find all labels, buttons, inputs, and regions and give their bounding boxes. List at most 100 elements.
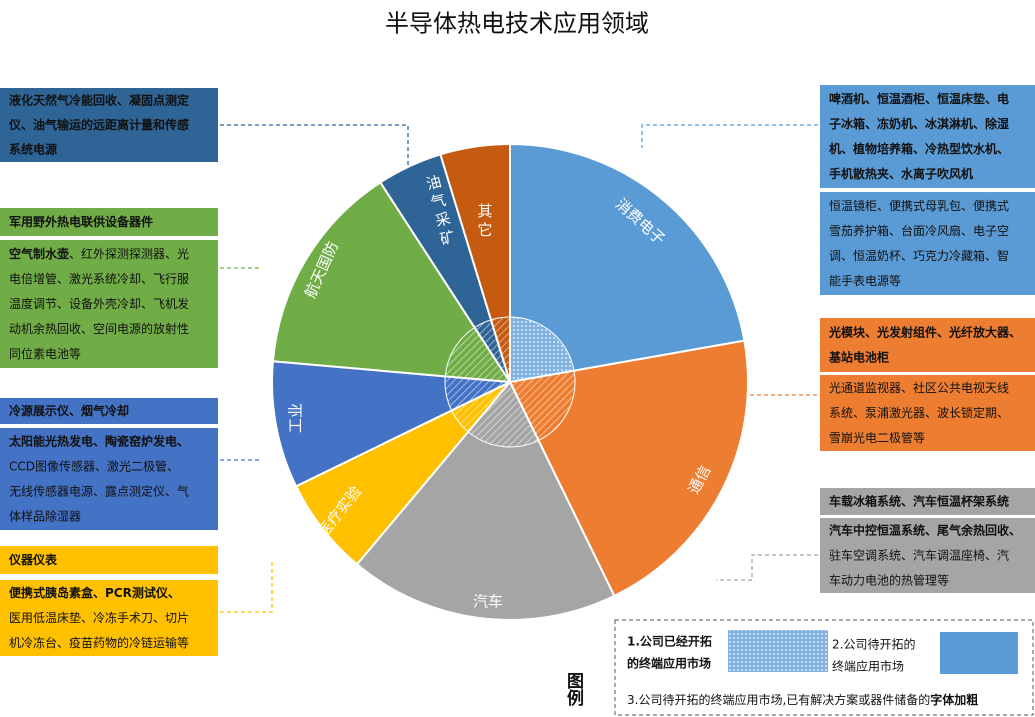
text: 雪茄养护箱、台面冷风扇、电子空 [829,223,1009,238]
box-line: 系统电源 [9,141,57,156]
text-box [0,398,218,424]
bold-text: 仪器仪表 [8,552,58,567]
box-line: 仪器仪表 [8,552,58,567]
box-line: 手机散热夹、水离子吹风机 [829,166,973,181]
legend-swatch [940,632,1018,674]
box-line: 雪茄养护箱、台面冷风扇、电子空 [829,223,1009,238]
box-line: 汽车中控恒温系统、尾气余热回收、 [829,522,1021,537]
legend-text: 字体加粗 [930,692,978,707]
text-box [0,428,218,530]
text: 光通道监视器、社区公共电视天线 [829,380,1009,395]
box-line: 温度调节、设备外壳冷却、飞机发 [9,296,189,311]
segment-label: 工业 [287,403,305,433]
box-line: 便携式胰岛素盒、PCR测试仪、 [9,585,180,600]
text-box [820,488,1035,515]
bold-text: 液化天然气冷能回收、凝固点测定 [9,92,189,107]
segment-core [467,381,540,448]
bold-text: 仪、油气输运的远距离计量和传感 [8,117,189,132]
text: 驻车空调系统、汽车调温座椅、汽 [829,547,1009,562]
box-line: 同位素电池等 [9,346,81,361]
text: 调、恒温奶杯、巧克力冷藏箱、智 [829,248,1009,263]
box-line: 液化天然气冷能回收、凝固点测定 [9,92,189,107]
legend-text: 3.公司待开拓的终端应用市场,已有解决方案或器件储备的字体加粗 [627,692,978,707]
box-line: 机、植物培养箱、冷热型饮水机、 [829,141,1009,156]
box-line: 恒温镜柜、便携式母乳包、便携式 [829,198,1009,213]
connectors [220,124,818,613]
text-box [0,208,218,236]
connector [641,124,818,148]
text-box [820,318,1035,372]
bold-text: 汽车中控恒温系统、尾气余热回收、 [829,522,1021,537]
text: 医用低温床垫、冷冻手术刀、切片 [9,610,189,625]
text-box [0,546,218,574]
text-box [0,88,218,162]
bold-text: 基站电池柜 [828,349,889,364]
box-line: 光通道监视器、社区公共电视天线 [829,380,1009,395]
segment-label: 汽车 [473,593,503,611]
box-line: 体样品除湿器 [9,508,81,523]
box-line: 车动力电池的热管理等 [829,572,949,587]
box-line: 太阳能光热发电、陶瓷窑炉发电、 [9,433,189,448]
box-line: 医用低温床垫、冷冻手术刀、切片 [9,610,189,625]
legend-text: 2.公司待开拓的 [832,637,915,652]
box-line: 仪、油气输运的远距离计量和传感 [8,117,189,132]
connector [220,560,273,613]
box-line: 军用野外热电联供设备器件 [9,214,153,229]
bold-text: 便携式胰岛素盒、PCR测试仪、 [9,585,180,600]
text: 能手表电源等 [829,274,901,288]
text-box [820,192,1035,295]
text: 、红外探测探测器、光 [69,246,189,261]
box-line: 电倍增管、激光系统冷却、飞行服 [9,271,189,286]
text: 系统、泵浦激光器、波长锁定期、 [829,405,1009,420]
segment [271,181,512,384]
bold-text: 车载冰箱系统、汽车恒温杯架系统 [829,493,1009,508]
box-line: 空气制水壶、红外探测探测器、光 [9,246,189,261]
box-line: 无线传感器电源、露点测定仪、气 [9,483,189,498]
box-line: 啤酒机、恒温酒柜、恒温床垫、电 [829,91,1009,106]
boxes: 液化天然气冷能回收、凝固点测定仪、油气输运的远距离计量和传感系统电源军用野外热电… [0,85,1035,656]
segment-core [490,316,511,383]
box-line: 能手表电源等 [829,274,901,288]
box-line: 调、恒温奶杯、巧克力冷藏箱、智 [829,248,1009,263]
legend-title: 图例 [563,672,584,706]
connector [220,124,409,165]
box-line: 机冷冻台、疫苗药物的冷链运输等 [9,635,189,650]
text: 无线传感器电源、露点测定仪、气 [9,483,189,498]
bold-text: 啤酒机、恒温酒柜、恒温床垫、电 [829,91,1009,106]
box-line: 子冰箱、冻奶机、冰淇淋机、除湿 [829,116,1009,131]
box-line: CCD图像传感器、激光二极管、 [9,458,179,473]
bold-text: 机、植物培养箱、冷热型饮水机、 [829,141,1009,156]
bold-text: 军用野外热电联供设备器件 [9,214,153,229]
text: 机冷冻台、疫苗药物的冷链运输等 [9,635,189,650]
box-line: 动机余热回收、空间电源的放射性 [9,321,189,336]
segment-label: 其它 [476,203,494,241]
title: 半导体热电技术应用领域 [385,11,649,38]
connector [716,554,818,581]
text-box [820,518,1035,593]
text: 雪崩光电二极管等 [829,430,925,445]
legend-frame [614,619,1034,716]
box-line: 基站电池柜 [828,349,889,364]
bold-text: 空气制水壶 [9,246,69,261]
legend-text: 3.公司待开拓的终端应用市场,已有解决方案或器件储备的 [627,692,930,707]
box-line: 驻车空调系统、汽车调温座椅、汽 [829,547,1009,562]
legend-text: 的终端应用市场 [627,656,711,671]
box-line: 冷源展示仪、烟气冷却 [9,403,129,418]
box-line: 光模块、光发射组件、光纤放大器、 [828,324,1021,339]
text: 恒温镜柜、便携式母乳包、便携式 [829,198,1009,213]
text-box [0,240,218,368]
text: 电倍增管、激光系统冷却、飞行服 [9,271,189,286]
text-box [820,85,1035,188]
bold-text: 太阳能光热发电、陶瓷窑炉发电、 [9,433,189,448]
legend-text: 终端应用市场 [832,659,904,674]
text: CCD图像传感器、激光二极管、 [9,458,179,473]
bold-text: 系统电源 [9,141,57,156]
segment-core [444,326,511,383]
segment-core [509,370,576,442]
legend-swatch [728,630,828,672]
legend: 图例 1.公司已经开拓 的终端应用市场 2.公司待开拓的 终端应用市场 3.公司… [563,619,1034,716]
text: 同位素电池等 [9,346,81,361]
text: 动机余热回收、空间电源的放射性 [9,321,189,336]
